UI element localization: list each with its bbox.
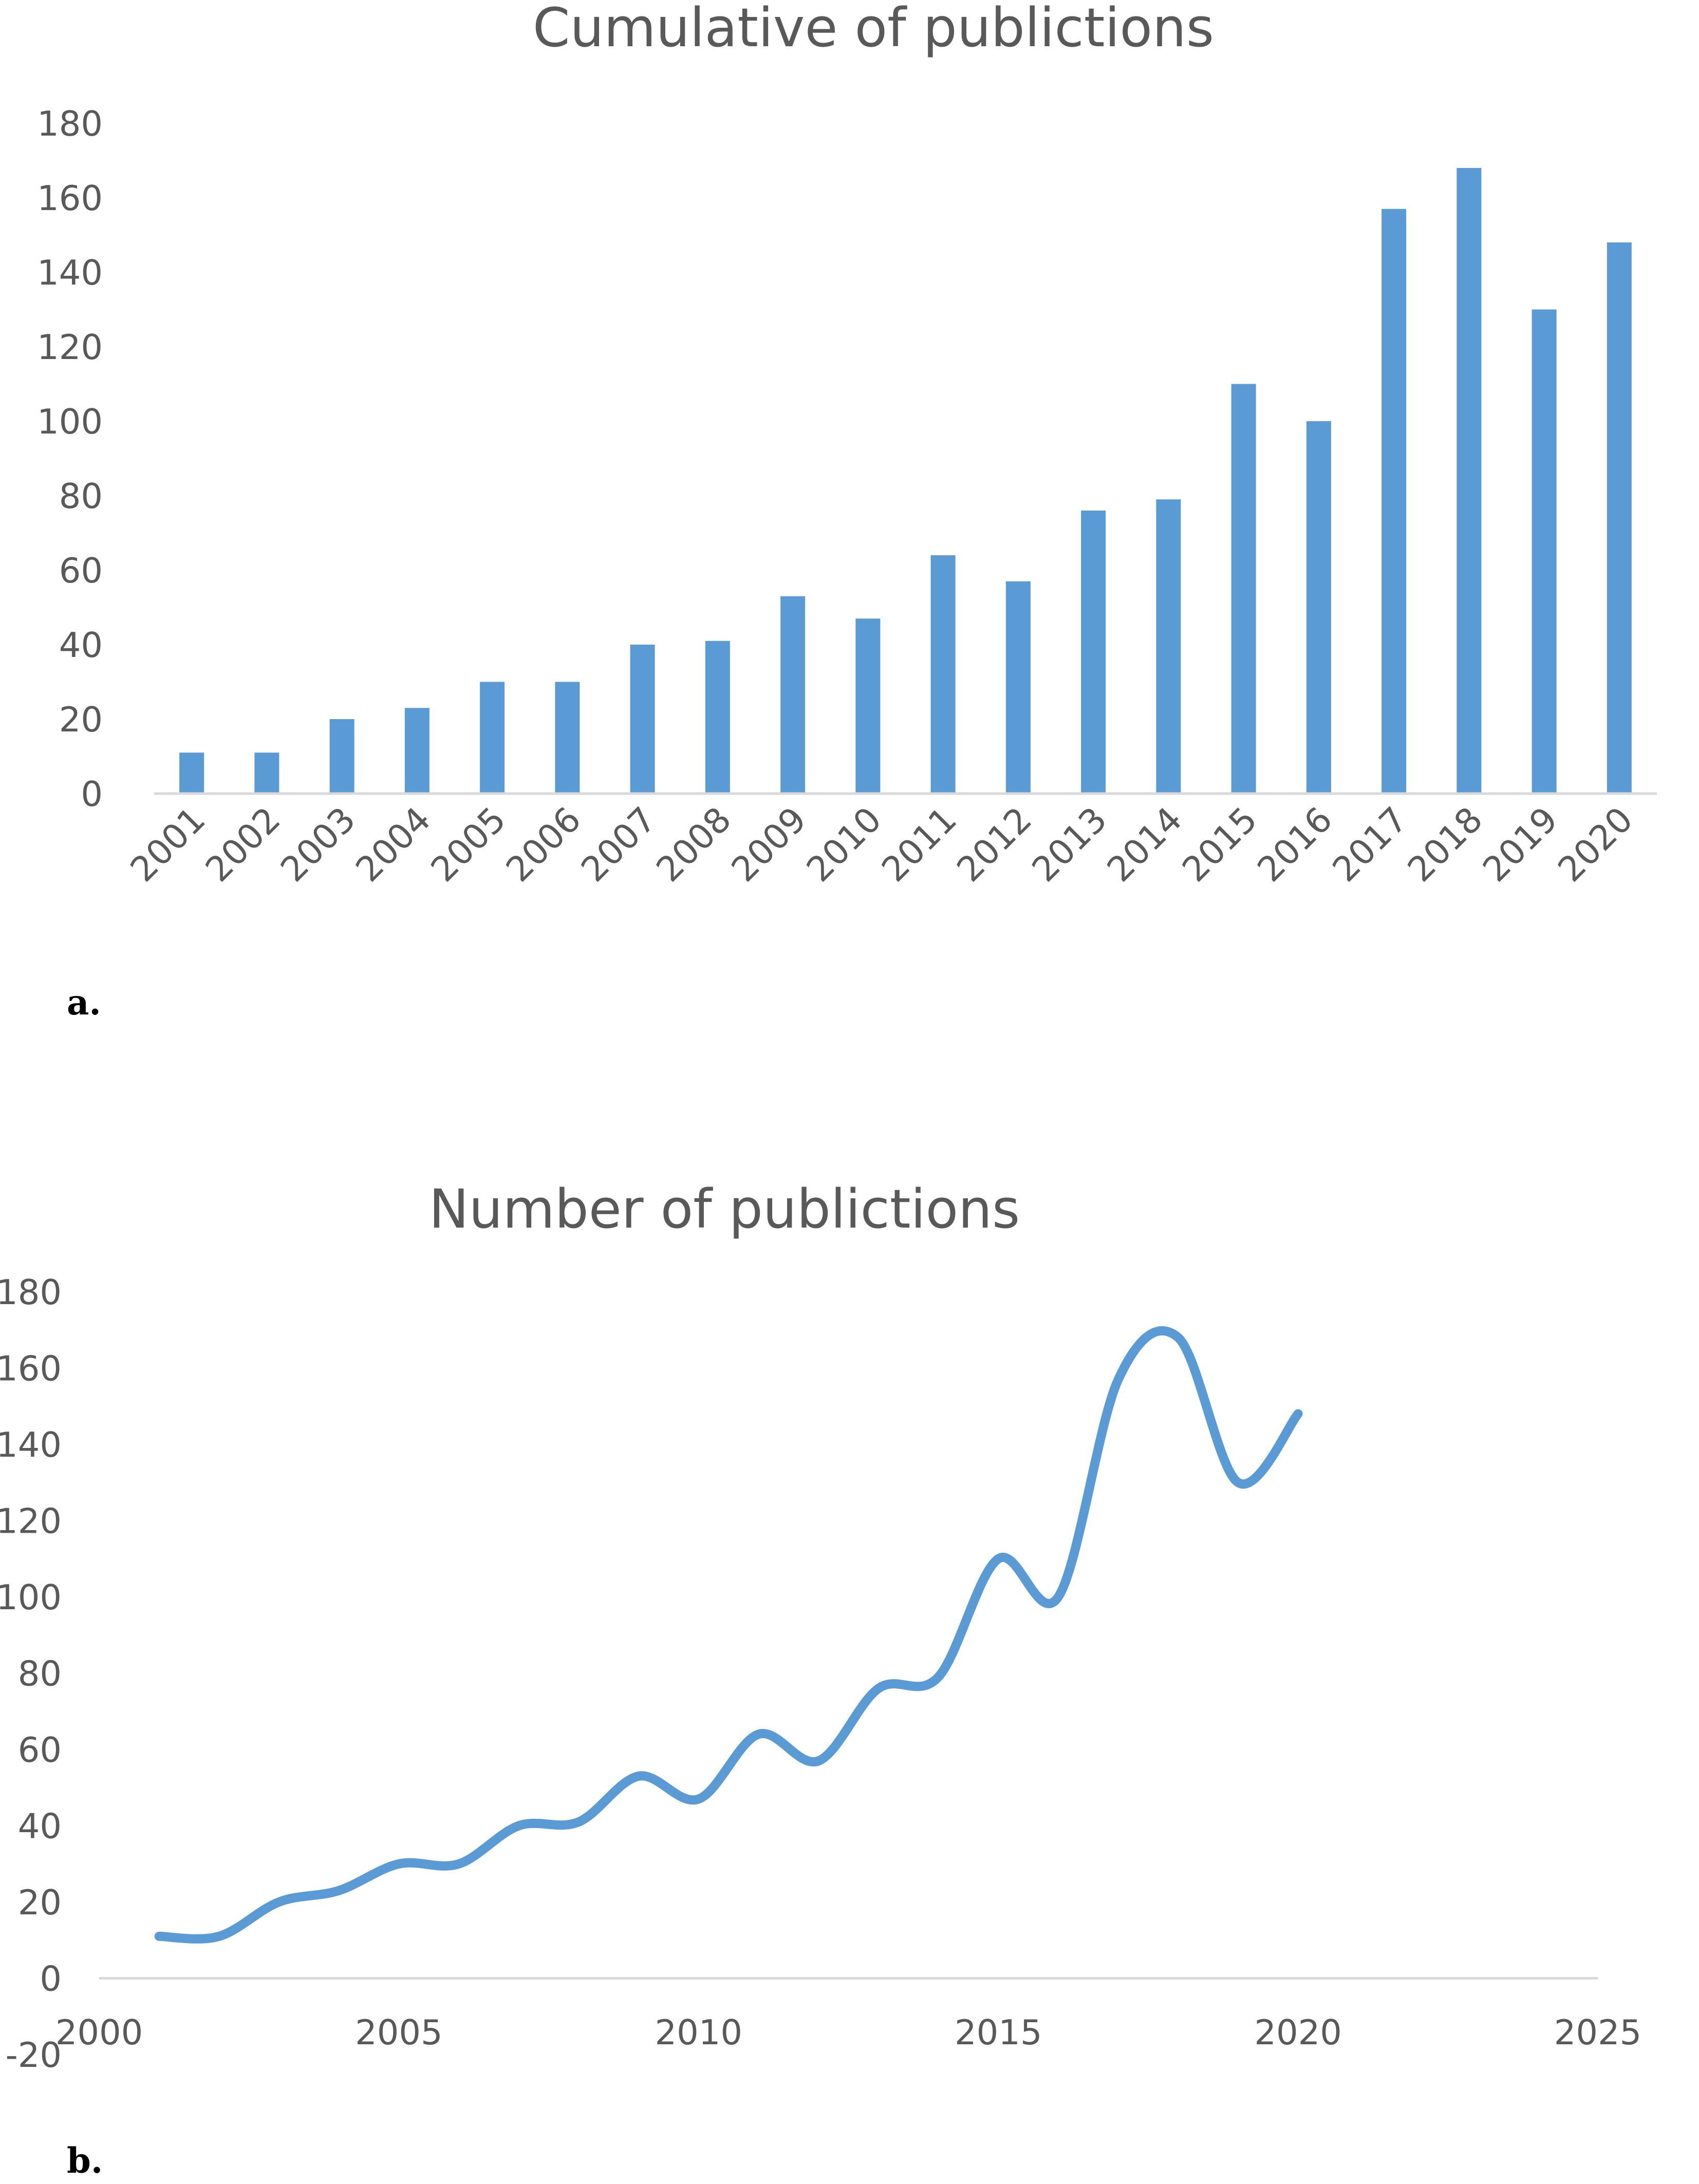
- x-axis-a: 2001200220032004200520062007200820092010…: [123, 799, 1640, 890]
- y-tick-label: 60: [18, 1730, 62, 1770]
- y-tick-label: 180: [37, 104, 103, 144]
- bar: [480, 682, 505, 794]
- y-tick-label: 0: [40, 1959, 62, 1999]
- y-tick-label: -20: [6, 2035, 62, 2075]
- bar: [1607, 242, 1632, 794]
- y-tick-label: 20: [18, 1882, 62, 1923]
- panel-label-b: b.: [67, 2140, 103, 2181]
- x-tick-label: 2015: [955, 2012, 1042, 2053]
- y-tick-label: 140: [0, 1425, 62, 1465]
- x-tick-label: 2003: [273, 799, 363, 890]
- bar: [1231, 384, 1256, 794]
- bar-chart-cumulative: Cumulative of publictions 0 20 40 60 80 100 12…: [37, 0, 1657, 1023]
- x-tick-label: 2005: [355, 2012, 443, 2053]
- bar: [404, 708, 430, 794]
- x-tick-label: 2007: [573, 799, 664, 890]
- x-tick-label: 2016: [1249, 799, 1340, 890]
- series-line: [154, 1326, 1303, 1944]
- bar: [705, 641, 730, 794]
- x-tick-label: 2005: [423, 799, 514, 890]
- y-tick-label: 80: [59, 476, 103, 516]
- y-tick-label: 180: [0, 1272, 62, 1312]
- x-tick-label: 2009: [724, 799, 814, 890]
- line-chart-number: Number of publictions -20 0 20 40 60 80 100 120…: [0, 1178, 1641, 2181]
- x-tick-label: 2018: [1400, 799, 1490, 890]
- x-tick-label: 2014: [1099, 799, 1190, 890]
- y-tick-label: 0: [81, 774, 103, 814]
- y-tick-label: 160: [37, 178, 103, 218]
- chart-title-b: Number of publictions: [429, 1178, 1020, 1240]
- y-tick-label: 80: [18, 1654, 62, 1694]
- y-tick-label: 40: [18, 1806, 62, 1847]
- bar: [1005, 581, 1031, 794]
- bar: [1457, 168, 1482, 794]
- bar: [930, 555, 956, 794]
- x-tick-label: 2013: [1024, 799, 1115, 890]
- bar: [630, 645, 655, 794]
- y-tick-label: 60: [59, 551, 103, 591]
- bar: [1081, 511, 1106, 794]
- bar: [179, 752, 204, 794]
- bar: [254, 752, 279, 794]
- x-tick-label: 2017: [1325, 799, 1415, 890]
- x-tick-label: 2020: [1550, 799, 1640, 890]
- x-tick-label: 2019: [1475, 799, 1565, 890]
- y-tick-label: 40: [59, 625, 103, 665]
- bar: [1306, 421, 1331, 794]
- x-tick-label: 2004: [348, 799, 438, 890]
- bar: [555, 682, 580, 794]
- x-tick-label: 2002: [198, 799, 288, 890]
- y-axis-b: -20 0 20 40 60 80 100 120 140 160 180: [0, 1272, 62, 2075]
- x-tick-label: 2000: [55, 2012, 143, 2053]
- bar: [780, 596, 806, 794]
- x-tick-label: 2008: [648, 799, 739, 890]
- x-tick-label: 2020: [1254, 2012, 1342, 2053]
- bar: [1156, 499, 1181, 794]
- y-axis-a: 0 20 40 60 80 100 120 140 160 180: [37, 104, 103, 814]
- x-tick-label: 2011: [874, 799, 964, 890]
- y-tick-label: 20: [59, 700, 103, 740]
- bar: [329, 719, 354, 794]
- x-tick-label: 2006: [498, 799, 589, 890]
- panel-label-a: a.: [67, 982, 101, 1023]
- y-tick-label: 160: [0, 1349, 62, 1389]
- x-tick-label: 2010: [655, 2012, 743, 2053]
- y-tick-label: 100: [0, 1577, 62, 1617]
- y-tick-label: 140: [37, 253, 103, 293]
- bar: [1532, 309, 1557, 794]
- x-tick-label: 2012: [949, 799, 1039, 890]
- y-tick-label: 100: [37, 402, 103, 442]
- x-tick-label: 2001: [123, 799, 213, 890]
- bars-a: [179, 168, 1632, 794]
- x-tick-label: 2015: [1174, 799, 1265, 890]
- bar: [855, 618, 881, 794]
- x-axis-b: 2000 2005 2010 2015 2020 2025: [55, 2012, 1642, 2053]
- x-tick-label: 2025: [1554, 2012, 1642, 2053]
- y-tick-label: 120: [37, 327, 103, 367]
- chart-title-a: Cumulative of publictions: [533, 0, 1214, 59]
- bar: [1381, 209, 1407, 794]
- y-tick-label: 120: [0, 1501, 62, 1541]
- x-tick-label: 2010: [799, 799, 889, 890]
